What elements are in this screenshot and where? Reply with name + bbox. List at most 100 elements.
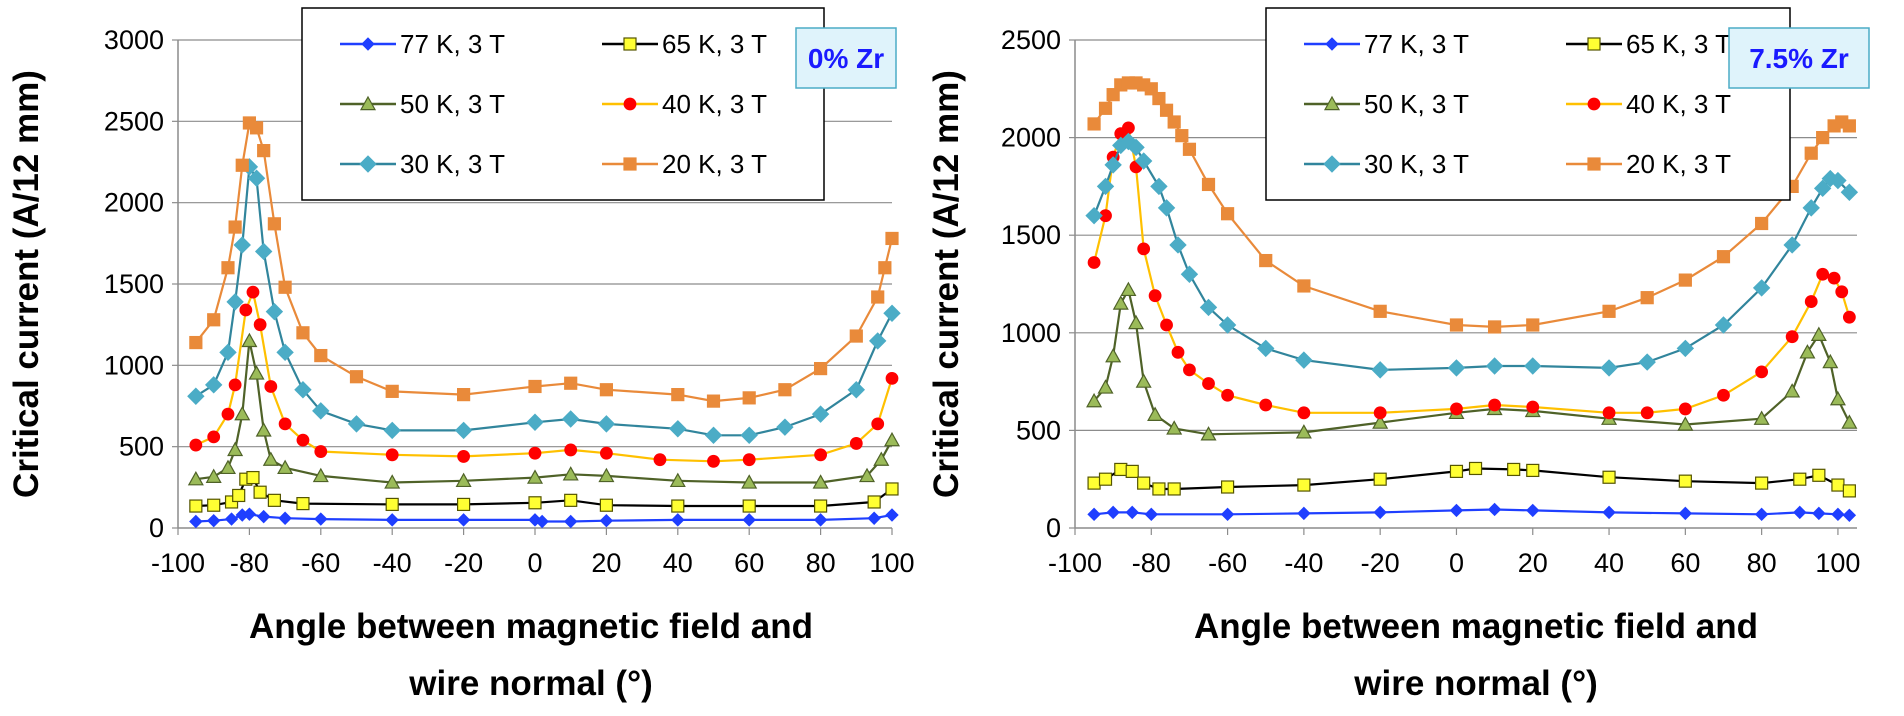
y-tick-label: 1500 bbox=[1001, 220, 1061, 250]
data-point bbox=[1200, 426, 1217, 441]
data-point bbox=[812, 474, 829, 489]
legend-label: 20 K, 3 T bbox=[1626, 149, 1731, 179]
data-point bbox=[454, 421, 473, 440]
data-point bbox=[204, 376, 223, 394]
data-point bbox=[1297, 406, 1311, 420]
data-point bbox=[1122, 121, 1135, 135]
data-point bbox=[528, 379, 542, 394]
legend-marker bbox=[1587, 97, 1601, 111]
data-point bbox=[1104, 156, 1122, 174]
data-point bbox=[742, 513, 756, 527]
data-point bbox=[349, 370, 364, 384]
data-point bbox=[312, 467, 329, 483]
data-point bbox=[1106, 88, 1120, 102]
data-point bbox=[1602, 304, 1616, 318]
data-point bbox=[669, 472, 686, 488]
data-point bbox=[1221, 388, 1234, 402]
series-30-k-3-t bbox=[1085, 132, 1859, 379]
data-point bbox=[599, 383, 614, 397]
data-point bbox=[564, 443, 578, 457]
data-point bbox=[1640, 291, 1654, 305]
data-point bbox=[535, 514, 549, 529]
data-point bbox=[1295, 424, 1312, 439]
data-point bbox=[1137, 476, 1151, 490]
data-point bbox=[221, 407, 235, 421]
data-point bbox=[221, 261, 235, 275]
data-point bbox=[314, 348, 328, 363]
x-tick-label: -20 bbox=[444, 548, 483, 578]
data-point bbox=[1754, 507, 1769, 522]
series-line bbox=[1093, 125, 1851, 414]
data-point bbox=[1450, 402, 1463, 416]
data-point bbox=[1841, 414, 1858, 429]
chart-panel-2: 0 500 1000 1500 2000 2500 -100 -80 -60 -40 -20 0 20 4… bbox=[927, 7, 1870, 703]
data-point bbox=[528, 446, 542, 460]
data-point bbox=[1799, 344, 1816, 359]
data-point bbox=[383, 421, 401, 440]
data-point bbox=[1753, 410, 1770, 425]
legend-item: 40 K, 3 T bbox=[602, 89, 767, 119]
legend-marker bbox=[359, 155, 377, 173]
x-tick-label: 60 bbox=[734, 548, 764, 578]
data-point bbox=[742, 499, 756, 513]
x-tick-label: -100 bbox=[151, 548, 205, 578]
data-point bbox=[1784, 383, 1801, 398]
y-tick-label: 0 bbox=[149, 513, 164, 543]
data-point bbox=[242, 507, 257, 521]
data-point bbox=[1147, 406, 1164, 421]
data-point bbox=[1468, 461, 1483, 476]
data-point bbox=[885, 231, 899, 246]
legend-marker bbox=[623, 157, 637, 171]
data-point bbox=[1137, 242, 1151, 256]
data-point bbox=[776, 418, 794, 436]
x-tick-label: -20 bbox=[1361, 548, 1400, 578]
data-point bbox=[1087, 256, 1101, 269]
data-point bbox=[278, 511, 292, 525]
data-point bbox=[526, 469, 544, 484]
data-point bbox=[1717, 388, 1730, 402]
data-point bbox=[1714, 316, 1733, 334]
data-point bbox=[1488, 398, 1502, 412]
data-point bbox=[1835, 285, 1849, 299]
data-point bbox=[457, 388, 471, 402]
data-point bbox=[254, 242, 273, 261]
data-point bbox=[1150, 177, 1168, 196]
data-point bbox=[1373, 472, 1387, 486]
data-point bbox=[227, 441, 244, 457]
badge-box bbox=[795, 27, 897, 89]
data-point bbox=[1114, 462, 1128, 477]
data-point bbox=[813, 361, 828, 376]
legend: 77 K, 3 T 65 K, 3 T 50 K, 3 T 40 K, 3 T 30 K… bbox=[301, 7, 825, 201]
legend-item: 65 K, 3 T bbox=[602, 29, 767, 59]
x-tick-label: 0 bbox=[1449, 548, 1464, 578]
data-point bbox=[1134, 152, 1153, 170]
data-point bbox=[1813, 179, 1832, 198]
data-point bbox=[1220, 207, 1235, 221]
data-point bbox=[813, 499, 828, 513]
data-point bbox=[226, 293, 244, 311]
data-point bbox=[1202, 377, 1215, 390]
data-point bbox=[206, 513, 221, 528]
data-point bbox=[278, 417, 292, 431]
data-point bbox=[1812, 468, 1826, 482]
data-point bbox=[1755, 216, 1769, 231]
data-point bbox=[1842, 508, 1857, 523]
data-point bbox=[1373, 304, 1387, 318]
legend-marker bbox=[359, 95, 377, 111]
x-tick-label: 80 bbox=[1747, 548, 1777, 578]
data-point bbox=[671, 499, 685, 513]
data-point bbox=[257, 144, 271, 158]
x-tick-label: 40 bbox=[663, 548, 693, 578]
data-point bbox=[1602, 406, 1616, 420]
x-tick-label: 100 bbox=[1815, 548, 1860, 578]
data-point bbox=[1602, 470, 1616, 484]
legend-label: 77 K, 3 T bbox=[400, 29, 505, 59]
data-point bbox=[1829, 390, 1846, 406]
x-tick-label: 0 bbox=[527, 548, 542, 578]
data-point bbox=[1804, 146, 1818, 160]
data-point bbox=[296, 326, 310, 340]
data-point bbox=[1120, 281, 1137, 297]
data-point bbox=[1812, 506, 1826, 521]
legend-item: 20 K, 3 T bbox=[1566, 149, 1731, 179]
data-point bbox=[1676, 339, 1695, 358]
